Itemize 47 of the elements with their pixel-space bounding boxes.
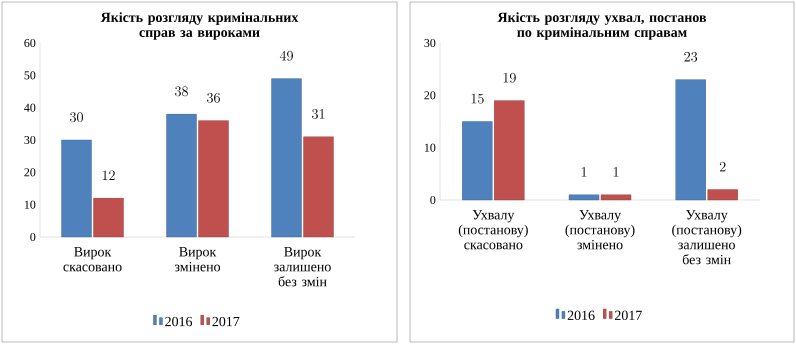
bar	[600, 194, 632, 200]
data-label: 49	[280, 50, 293, 61]
bar	[707, 189, 738, 200]
legend-label: 2017	[212, 316, 240, 326]
data-label: 19	[504, 72, 516, 83]
bar	[568, 194, 600, 200]
bar	[198, 120, 229, 238]
y-tick-label: 0	[30, 232, 36, 242]
chart-title: Якість розгляду ухвал, постанов по кримінальним справам	[498, 12, 706, 40]
x-tick-label: Вирок залишено без змін	[274, 247, 331, 286]
legend-label: 2016	[568, 310, 595, 320]
bar	[271, 78, 302, 238]
chart-title: Якість розгляду кримінальних справ за вироками	[100, 12, 298, 40]
y-tick-label: 10	[424, 144, 436, 152]
data-label: 2	[720, 162, 726, 172]
data-label: 1	[582, 167, 586, 177]
y-tick-label: 40	[24, 104, 36, 112]
data-label: 12	[102, 170, 115, 180]
y-tick-label: 30	[24, 136, 36, 144]
x-tick-label: Ухвалу (постанову) залишено без змін	[672, 210, 742, 264]
y-tick-label: 60	[24, 38, 36, 48]
y-tick-label: 0	[430, 196, 436, 204]
bar	[462, 121, 493, 200]
x-tick-label: Вирок скасовано	[63, 247, 122, 272]
data-label: 31	[312, 109, 324, 119]
legend-label: 2017	[614, 310, 642, 320]
y-tick-label: 10	[24, 200, 36, 209]
x-tick-label: Вирок змінено	[174, 247, 220, 272]
data-label: 38	[175, 86, 188, 96]
y-tick-label: 20	[424, 91, 436, 100]
bar	[494, 100, 525, 200]
data-label: 1	[614, 167, 618, 177]
data-label: 15	[472, 94, 484, 104]
bar	[303, 136, 334, 238]
bar	[61, 140, 92, 238]
data-label: 30	[70, 112, 83, 122]
bar	[675, 79, 706, 200]
y-tick-label: 30	[424, 38, 436, 48]
bar	[93, 198, 124, 238]
bar	[166, 114, 197, 238]
data-label: 36	[207, 92, 220, 103]
x-tick-label: Ухвалу (постанову) скасовано	[458, 210, 528, 250]
y-tick-label: 20	[24, 168, 36, 176]
legend-label: 2016	[165, 316, 192, 326]
y-tick-label: 50	[24, 71, 36, 80]
x-tick-label: Ухвалу (постанову) змінено	[566, 210, 635, 250]
data-label: 23	[684, 52, 698, 62]
